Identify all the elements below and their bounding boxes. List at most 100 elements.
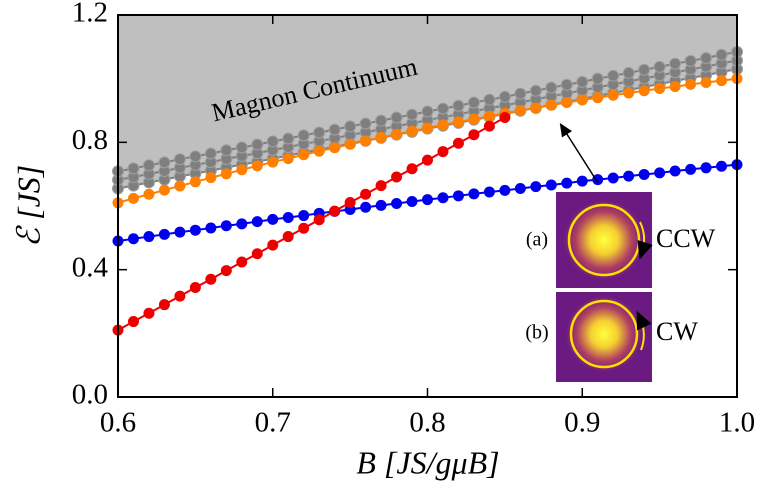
data-point xyxy=(407,126,418,137)
data-point xyxy=(468,188,479,199)
data-point xyxy=(453,190,464,201)
data-point xyxy=(654,167,665,178)
data-point xyxy=(159,157,170,168)
data-point xyxy=(561,79,572,90)
data-point xyxy=(437,146,448,157)
data-point xyxy=(422,106,433,117)
data-point xyxy=(577,76,588,87)
data-point xyxy=(716,75,727,86)
data-point xyxy=(205,222,216,233)
data-point xyxy=(314,146,325,157)
data-point xyxy=(298,149,309,160)
data-point xyxy=(546,82,557,93)
data-point xyxy=(639,85,650,96)
data-point xyxy=(190,176,201,187)
data-point xyxy=(437,119,448,130)
data-point xyxy=(499,112,510,123)
data-point xyxy=(267,157,278,168)
data-point xyxy=(701,52,712,63)
x-tick-label: 0.8 xyxy=(409,407,445,439)
data-point xyxy=(345,139,356,150)
y-tick-label: 0.8 xyxy=(72,124,108,156)
data-point xyxy=(128,233,139,244)
data-point xyxy=(561,178,572,189)
data-point xyxy=(530,85,541,96)
data-point xyxy=(143,189,154,200)
data-point xyxy=(515,183,526,194)
data-point xyxy=(283,212,294,223)
data-point xyxy=(174,291,185,302)
data-point xyxy=(174,227,185,238)
inset-a xyxy=(556,192,652,288)
data-point xyxy=(267,136,278,147)
data-point xyxy=(128,193,139,204)
data-point xyxy=(391,198,402,209)
data-point xyxy=(252,216,263,227)
data-point xyxy=(236,142,247,153)
data-point xyxy=(267,214,278,225)
data-point xyxy=(608,90,619,101)
data-point xyxy=(283,231,294,242)
data-point xyxy=(422,194,433,205)
inset-label: CW xyxy=(656,317,698,346)
data-point xyxy=(252,160,263,171)
data-point xyxy=(670,165,681,176)
data-point xyxy=(329,206,340,217)
data-point xyxy=(670,81,681,92)
data-point xyxy=(499,185,510,196)
data-point xyxy=(391,172,402,183)
data-point xyxy=(143,231,154,242)
chart: Magnon Continuum (a) CCW (b) CW B [JS/gμ… xyxy=(0,0,761,490)
data-point xyxy=(484,186,495,197)
data-point xyxy=(221,145,232,156)
y-tick-label: 1.2 xyxy=(72,0,108,29)
x-tick-label: 1.0 xyxy=(719,407,755,439)
x-tick-label: 0.7 xyxy=(255,407,291,439)
data-point xyxy=(236,164,247,175)
data-point xyxy=(515,105,526,116)
data-point xyxy=(174,154,185,165)
arrow xyxy=(563,128,598,183)
data-point xyxy=(159,229,170,240)
data-point xyxy=(298,130,309,141)
y-tick-label: 0.0 xyxy=(72,379,108,411)
data-point xyxy=(159,185,170,196)
data-point xyxy=(190,225,201,236)
data-point xyxy=(484,111,495,122)
data-point xyxy=(360,118,371,129)
data-point xyxy=(453,138,464,149)
data-point xyxy=(190,282,201,293)
data-point xyxy=(128,316,139,327)
data-point xyxy=(453,116,464,127)
data-point xyxy=(345,121,356,132)
x-axis-label: B [JS/gμB] xyxy=(356,444,499,480)
data-point xyxy=(221,168,232,179)
data-point xyxy=(592,73,603,84)
y-axis-label: ℰ [JS] xyxy=(10,165,46,247)
data-point xyxy=(221,265,232,276)
data-point xyxy=(407,109,418,120)
inset-b xyxy=(556,292,652,382)
data-point xyxy=(407,196,418,207)
data-point xyxy=(376,180,387,191)
data-point xyxy=(283,153,294,164)
data-point xyxy=(267,240,278,251)
data-point xyxy=(376,200,387,211)
data-point xyxy=(623,171,634,182)
data-point xyxy=(530,181,541,192)
data-point xyxy=(376,132,387,143)
data-point xyxy=(701,77,712,88)
data-point xyxy=(205,148,216,159)
data-point xyxy=(143,160,154,171)
y-tick-label: 0.4 xyxy=(72,251,109,283)
data-point xyxy=(329,142,340,153)
inset-tag: (a) xyxy=(526,229,548,251)
inset-label: CCW xyxy=(656,224,716,253)
data-point xyxy=(639,64,650,75)
data-point xyxy=(546,100,557,111)
data-point xyxy=(670,58,681,69)
data-point xyxy=(623,87,634,98)
data-point xyxy=(468,97,479,108)
data-point xyxy=(608,70,619,81)
data-point xyxy=(252,139,263,150)
